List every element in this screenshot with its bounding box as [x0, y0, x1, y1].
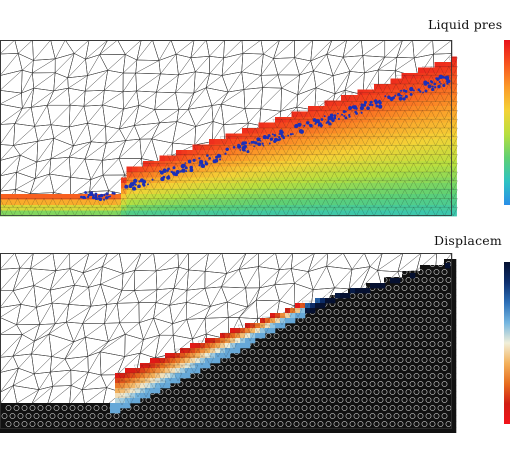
liquid-pressure-colorbar — [504, 40, 510, 205]
liquid-pressure-label: Liquid pres — [428, 17, 503, 32]
displacement-mesh — [0, 253, 457, 433]
displacement-field — [110, 263, 451, 414]
high-pressure-band — [80, 74, 451, 202]
displacement-colorbar — [504, 262, 510, 424]
liquid-pressure-mesh — [0, 40, 458, 217]
displacement-label: Displacem — [434, 233, 502, 248]
displacement-panel — [0, 253, 460, 433]
pressure-field — [0, 56, 457, 217]
liquid-pressure-panel — [0, 40, 460, 220]
